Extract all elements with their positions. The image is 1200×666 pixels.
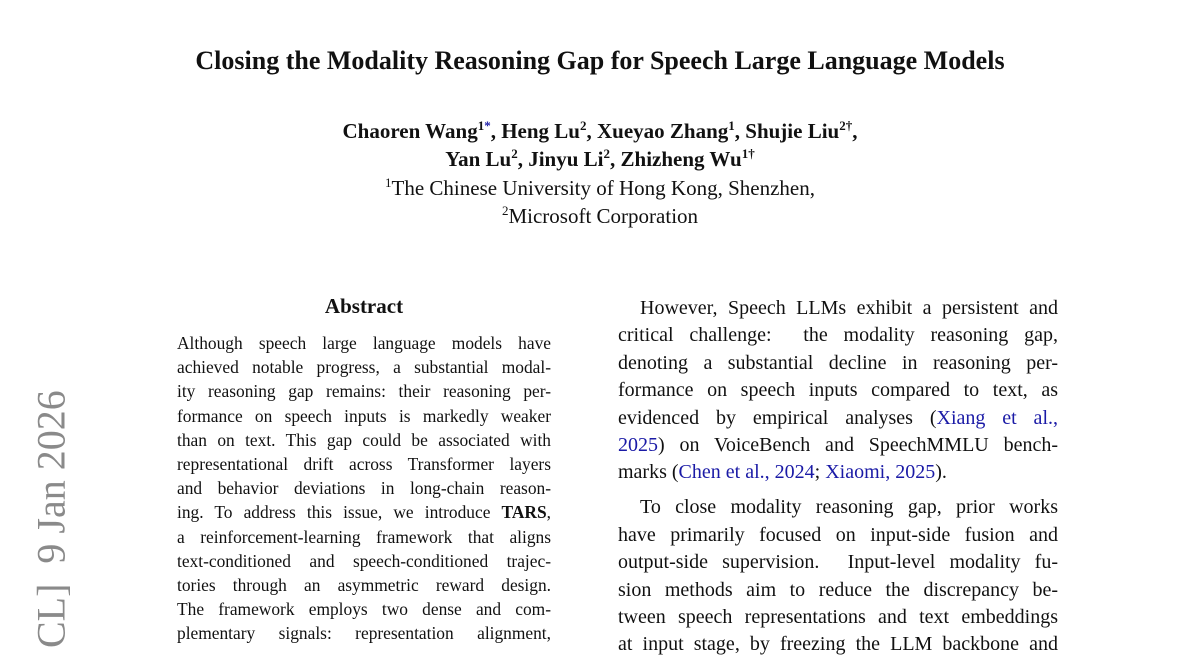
text-run: a reinforcement-learning framework that … xyxy=(177,526,551,547)
text-run: plementary signals: representation align… xyxy=(177,623,551,644)
abstract-line: formance on speech inputs is markedly we… xyxy=(177,404,551,428)
text-run: Although speech large language models ha… xyxy=(177,333,551,353)
text-run: TARS xyxy=(501,502,547,523)
body-line: output-side supervision. Input-level mod… xyxy=(618,549,1058,576)
text-run: Yan Lu xyxy=(445,147,512,171)
text-run: , Shujie Liu xyxy=(734,119,840,143)
body-line: formance on speech inputs compared to te… xyxy=(618,377,1058,404)
abstract: Although speech large language models ha… xyxy=(177,331,551,646)
text-run: , Heng Lu xyxy=(490,119,580,143)
paper-title: Closing the Modality Reasoning Gap for S… xyxy=(195,46,1005,75)
abstract-line: than on text. This gap could be associat… xyxy=(177,428,551,452)
author-line: Yan Lu2, Jinyu Li2, Zhizheng Wu1† xyxy=(0,145,1200,173)
arxiv-stamp: CL] 9 Jan 2026 xyxy=(28,390,74,648)
text-run: , Jinyu Li xyxy=(517,147,604,171)
affiliation-line: 1The Chinese University of Hong Kong, Sh… xyxy=(0,174,1200,202)
text-run: The Chinese University of Hong Kong, She… xyxy=(391,176,815,200)
abstract-line: tories through an asymmetric reward desi… xyxy=(177,573,551,597)
text-run: ; xyxy=(814,461,826,484)
citation-link[interactable]: Chen et al., 2024 xyxy=(678,461,815,484)
abstract-line: ing. To address this issue, we introduce… xyxy=(177,500,551,524)
body-line: evidenced by empirical analyses (Xiang e… xyxy=(618,405,1058,432)
body-line: have primarily focused on input-side fus… xyxy=(618,522,1058,549)
text-run: evidenced by empirical analyses ( xyxy=(618,406,937,429)
text-run: representational drift across Transforme… xyxy=(177,454,551,475)
body-line: denoting a substantial decline in reason… xyxy=(618,350,1058,377)
text-run: , Zhizheng Wu xyxy=(610,147,742,171)
body-line: at input stage, by freezing the LLM back… xyxy=(618,631,1058,658)
paragraph: To close modality reasoning gap, prior w… xyxy=(618,494,1058,658)
affiliations: 1The Chinese University of Hong Kong, Sh… xyxy=(0,174,1200,230)
text-run: 1 xyxy=(385,175,392,190)
text-run: 2 xyxy=(579,118,587,133)
text-run: ). xyxy=(935,461,947,484)
body-line: marks (Chen et al., 2024; Xiaomi, 2025). xyxy=(618,459,1058,486)
text-run: critical challenge: the modality reasoni… xyxy=(618,324,1058,347)
abstract-line: Although speech large language models ha… xyxy=(177,331,551,355)
abstract-line: text-conditioned and speech-conditioned … xyxy=(177,549,551,573)
text-run: tories through an asymmetric reward desi… xyxy=(177,575,551,596)
citation-link[interactable]: Xiang et al., xyxy=(936,406,1059,429)
text-run: ing. To address this issue, we introduce xyxy=(177,502,502,523)
page: CL] 9 Jan 2026 Closing the Modality Reas… xyxy=(0,46,1200,656)
body-line: To close modality reasoning gap, prior w… xyxy=(618,494,1058,521)
abstract-line: The framework employs two dense and com- xyxy=(177,597,551,621)
abstract-line: representational drift across Transforme… xyxy=(177,452,551,476)
text-run: output-side supervision. Input-level mod… xyxy=(618,551,1058,574)
text-run: 2† xyxy=(839,118,853,133)
text-run: than on text. This gap could be associat… xyxy=(177,429,551,450)
body-line: 2025) on VoiceBench and SpeechMMLU bench… xyxy=(618,432,1058,459)
body-line: critical challenge: the modality reasoni… xyxy=(618,322,1058,349)
text-run: at input stage, by freezing the LLM back… xyxy=(618,633,1058,656)
text-run: The framework employs two dense and com- xyxy=(177,599,551,620)
text-run: 2 xyxy=(511,146,518,161)
abstract-line: and behavior deviations in long-chain re… xyxy=(177,476,551,500)
text-run: ) on VoiceBench and SpeechMMLU bench- xyxy=(658,434,1058,457)
text-run: text-conditioned and speech-conditioned … xyxy=(177,550,551,571)
text-run: formance on speech inputs compared to te… xyxy=(618,379,1058,402)
citation-link[interactable]: Xiaomi, 2025 xyxy=(825,461,936,484)
author-line: Chaoren Wang1*, Heng Lu2, Xueyao Zhang1,… xyxy=(0,117,1200,145)
abstract-heading: Abstract xyxy=(324,294,404,318)
text-run: To close modality reasoning gap, prior w… xyxy=(640,496,1058,519)
text-run: have primarily focused on input-side fus… xyxy=(618,523,1058,546)
paragraph: However, Speech LLMs exhibit a persisten… xyxy=(618,295,1058,487)
affiliation-line: 2Microsoft Corporation xyxy=(0,202,1200,230)
text-run: tween speech representations and text em… xyxy=(618,605,1058,628)
text-run: formance on speech inputs is markedly we… xyxy=(177,405,551,426)
text-run: ity reasoning gap remains: their reasoni… xyxy=(177,381,551,402)
text-run: , Xueyao Zhang xyxy=(586,119,729,143)
citation-link[interactable]: * xyxy=(484,118,491,133)
text-run: Microsoft Corporation xyxy=(508,204,699,228)
text-run: achieved notable progress, a substantial… xyxy=(177,357,551,378)
text-run: denoting a substantial decline in reason… xyxy=(618,351,1058,374)
text-run: 1 xyxy=(728,118,735,133)
text-run: and behavior deviations in long-chain re… xyxy=(177,478,551,499)
text-run: Chaoren Wang xyxy=(342,119,478,143)
text-run: sion methods aim to reduce the discrepan… xyxy=(618,578,1058,601)
abstract-line: achieved notable progress, a substantial… xyxy=(177,355,551,379)
text-run: , xyxy=(852,119,858,143)
abstract-line: ity reasoning gap remains: their reasoni… xyxy=(177,379,551,403)
text-run: 2 xyxy=(603,146,611,161)
body-column: However, Speech LLMs exhibit a persisten… xyxy=(618,295,1058,666)
body-line: tween speech representations and text em… xyxy=(618,604,1058,631)
text-run: However, Speech LLMs exhibit a persisten… xyxy=(640,297,1058,319)
text-run: 2 xyxy=(501,203,509,218)
text-run: 1 xyxy=(477,118,485,133)
text-run: marks ( xyxy=(618,461,679,484)
body-line: However, Speech LLMs exhibit a persisten… xyxy=(618,295,1058,322)
authors: Chaoren Wang1*, Heng Lu2, Xueyao Zhang1,… xyxy=(0,117,1200,173)
abstract-line: plementary signals: representation align… xyxy=(177,621,551,645)
body-line: sion methods aim to reduce the discrepan… xyxy=(618,577,1058,604)
abstract-line: a reinforcement-learning framework that … xyxy=(177,525,551,549)
text-run: 1† xyxy=(741,146,755,161)
text-run: , xyxy=(546,502,551,523)
citation-link[interactable]: 2025 xyxy=(618,434,658,457)
